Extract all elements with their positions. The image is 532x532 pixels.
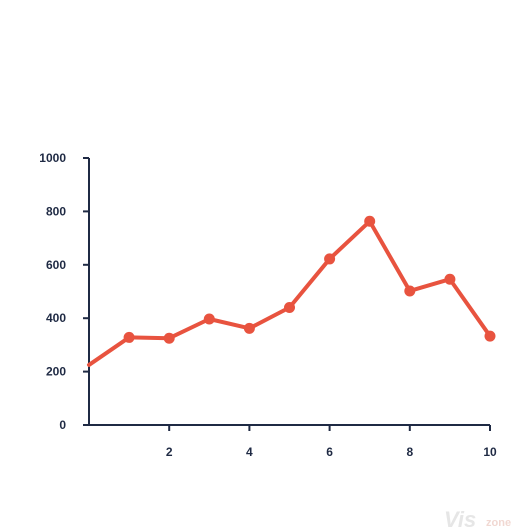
data-point <box>484 330 496 342</box>
watermark-zone: zone <box>486 517 511 529</box>
ticks: 0 200 400 600 800 1000 2 4 6 8 10 <box>39 151 497 459</box>
data-point <box>364 215 376 227</box>
data-point <box>324 253 336 265</box>
data-point <box>123 331 135 343</box>
y-tick-label: 1000 <box>39 151 66 165</box>
x-tick-label: 2 <box>166 445 173 459</box>
y-tick-label: 0 <box>59 418 66 432</box>
watermark-vis: Vis <box>444 507 476 532</box>
y-tick-label: 600 <box>46 258 66 272</box>
data-point <box>163 332 175 344</box>
axes <box>88 158 490 426</box>
x-tick-label: 10 <box>483 445 497 459</box>
y-tick-label: 800 <box>46 204 66 218</box>
x-tick-label: 8 <box>406 445 413 459</box>
series-line <box>87 219 492 367</box>
x-tick-label: 4 <box>246 445 253 459</box>
y-tick-label: 400 <box>46 311 66 325</box>
data-point <box>404 285 416 297</box>
data-point <box>284 302 295 314</box>
data-point <box>243 322 255 334</box>
data-point <box>444 273 456 285</box>
x-tick-label: 6 <box>326 445 333 459</box>
watermark-logo: Vis zone <box>444 507 511 532</box>
data-point <box>203 313 215 325</box>
y-tick-label: 200 <box>46 365 66 379</box>
series <box>87 215 496 367</box>
